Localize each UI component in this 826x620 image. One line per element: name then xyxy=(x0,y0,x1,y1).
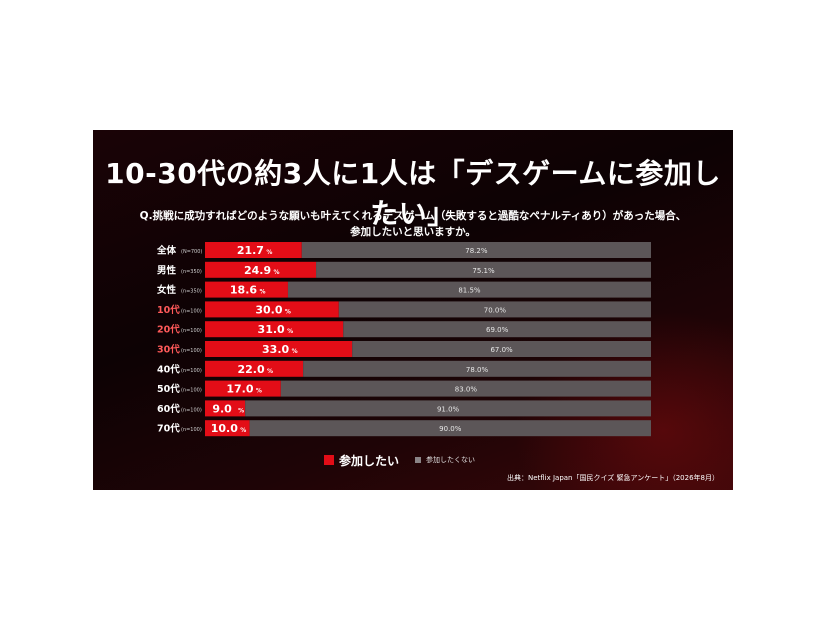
bar-participate xyxy=(205,301,339,318)
survey-question-line1: Q.挑戦に成功すればどのような願いも叶えてくれるデスゲーム（失敗すると過酷なペナ… xyxy=(139,210,687,222)
bar-not-participate xyxy=(287,281,651,298)
category-label: 30代 xyxy=(157,344,180,356)
value-unit-participate: % xyxy=(238,407,244,414)
source-note: 出典：Netflix Japan「国民クイズ 緊急アンケート」（2026年8月） xyxy=(506,474,719,482)
sample-size-label: (n=350) xyxy=(181,289,202,295)
category-label: 70代 xyxy=(157,423,180,435)
value-label-participate: 10.0 xyxy=(211,422,238,435)
sample-size-label: (n=100) xyxy=(181,407,202,413)
value-unit-participate: % xyxy=(267,368,273,375)
value-unit-participate: % xyxy=(274,269,280,276)
sample-size-label: (n=100) xyxy=(181,308,202,314)
bar-not-participate xyxy=(301,242,651,258)
value-label-participate: 33.0 xyxy=(262,343,289,356)
legend-swatch-participate xyxy=(324,455,334,465)
bar-not-participate xyxy=(338,301,651,318)
bar-participate xyxy=(205,321,344,338)
value-unit-participate: % xyxy=(259,289,265,296)
value-label-participate: 9.0 xyxy=(212,402,232,415)
value-label-not-participate: 78.0% xyxy=(466,366,489,374)
value-label-participate: 21.7 xyxy=(237,244,264,257)
value-unit-participate: % xyxy=(266,249,272,256)
bar-participate xyxy=(205,380,281,397)
bar-not-participate xyxy=(303,360,651,377)
bar-not-participate xyxy=(316,261,651,278)
category-label: 60代 xyxy=(157,403,180,415)
category-label: 20代 xyxy=(157,324,180,336)
legend-swatch-not-participate xyxy=(415,457,422,463)
sample-size-label: (N=700) xyxy=(181,249,202,255)
bar-not-participate xyxy=(343,321,651,338)
value-unit-participate: % xyxy=(285,308,291,315)
survey-question: Q.挑戦に成功すればどのような願いも叶えてくれるデスゲーム（失敗すると過酷なペナ… xyxy=(123,208,703,240)
sample-size-label: (n=350) xyxy=(181,269,202,275)
bar-not-participate xyxy=(352,341,651,357)
category-label: 男性 xyxy=(157,264,177,276)
bar-not-participate xyxy=(249,420,651,437)
value-label-participate: 18.6 xyxy=(230,284,257,297)
legend-label-participate: 参加したい xyxy=(339,453,400,468)
sample-size-label: (n=100) xyxy=(181,328,202,334)
bar-participate xyxy=(205,341,353,357)
bar-participate xyxy=(205,281,288,298)
survey-question-line2: 参加したいと思いますか。 xyxy=(350,226,476,238)
value-unit-participate: % xyxy=(240,427,246,434)
bar-not-participate xyxy=(280,380,651,397)
value-label-not-participate: 75.1% xyxy=(472,267,495,275)
value-label-participate: 30.0 xyxy=(255,303,282,316)
bar-participate xyxy=(205,242,302,258)
value-label-not-participate: 90.0% xyxy=(439,425,462,433)
value-label-participate: 22.0 xyxy=(237,363,264,376)
value-unit-participate: % xyxy=(292,348,298,355)
value-label-participate: 17.0 xyxy=(226,383,253,396)
value-label-participate: 31.0 xyxy=(258,323,285,336)
value-unit-participate: % xyxy=(287,328,293,335)
category-label: 10代 xyxy=(157,304,180,316)
category-label: 40代 xyxy=(157,363,180,375)
sample-size-label: (n=100) xyxy=(181,368,202,374)
bar-participate xyxy=(205,261,317,278)
value-label-not-participate: 91.0% xyxy=(437,405,460,413)
value-label-not-participate: 83.0% xyxy=(455,386,478,394)
bar-not-participate xyxy=(245,400,651,417)
stacked-bar-chart: 全体 (N=700) 21.7% 78.2% 男性 (n=350) 24.9% 75.1% 女性… xyxy=(156,242,651,437)
sample-size-label: (n=100) xyxy=(181,388,202,394)
chart-legend: 参加したい 参加したくない xyxy=(324,451,475,469)
sample-size-label: (n=100) xyxy=(181,427,202,433)
value-label-not-participate: 81.5% xyxy=(458,287,481,295)
value-label-not-participate: 78.2% xyxy=(465,247,488,255)
value-label-not-participate: 67.0% xyxy=(490,346,513,354)
slide: 10-30代の約3人に1人は「デスゲームに参加したい」 Q.挑戦に成功すればどの… xyxy=(93,130,733,490)
page-title: 10-30代の約3人に1人は「デスゲームに参加したい」 xyxy=(105,157,721,230)
value-label-not-participate: 69.0% xyxy=(486,326,509,334)
category-label: 女性 xyxy=(157,284,177,296)
bar-participate xyxy=(205,420,250,437)
legend-label-not-participate: 参加したくない xyxy=(426,456,476,464)
category-label: 全体 xyxy=(156,245,177,257)
value-label-participate: 24.9 xyxy=(244,264,271,277)
value-unit-participate: % xyxy=(256,388,262,395)
sample-size-label: (n=100) xyxy=(181,348,202,354)
bar-participate xyxy=(205,400,246,417)
category-label: 50代 xyxy=(157,383,180,395)
bar-participate xyxy=(205,360,304,377)
value-label-not-participate: 70.0% xyxy=(484,306,507,314)
